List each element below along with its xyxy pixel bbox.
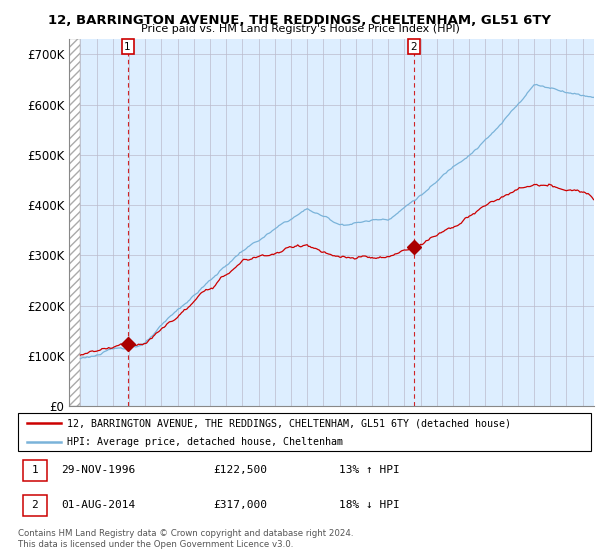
Text: Contains HM Land Registry data © Crown copyright and database right 2024.
This d: Contains HM Land Registry data © Crown c…	[18, 529, 353, 549]
Text: 01-AUG-2014: 01-AUG-2014	[61, 501, 135, 510]
Text: 1: 1	[31, 465, 38, 475]
Bar	[69, 39, 80, 406]
Text: HPI: Average price, detached house, Cheltenham: HPI: Average price, detached house, Chel…	[67, 437, 343, 447]
Bar	[23, 495, 47, 516]
Text: Price paid vs. HM Land Registry's House Price Index (HPI): Price paid vs. HM Land Registry's House …	[140, 24, 460, 34]
Text: 2: 2	[410, 42, 417, 52]
Text: 29-NOV-1996: 29-NOV-1996	[61, 465, 135, 475]
Text: £317,000: £317,000	[213, 501, 267, 510]
Bar	[23, 460, 47, 481]
Text: 12, BARRINGTON AVENUE, THE REDDINGS, CHELTENHAM, GL51 6TY (detached house): 12, BARRINGTON AVENUE, THE REDDINGS, CHE…	[67, 418, 511, 428]
Text: 12, BARRINGTON AVENUE, THE REDDINGS, CHELTENHAM, GL51 6TY: 12, BARRINGTON AVENUE, THE REDDINGS, CHE…	[49, 14, 551, 27]
Text: £122,500: £122,500	[213, 465, 267, 475]
Text: 13% ↑ HPI: 13% ↑ HPI	[339, 465, 400, 475]
Text: 2: 2	[31, 501, 38, 510]
Text: 18% ↓ HPI: 18% ↓ HPI	[339, 501, 400, 510]
Text: 1: 1	[124, 42, 131, 52]
